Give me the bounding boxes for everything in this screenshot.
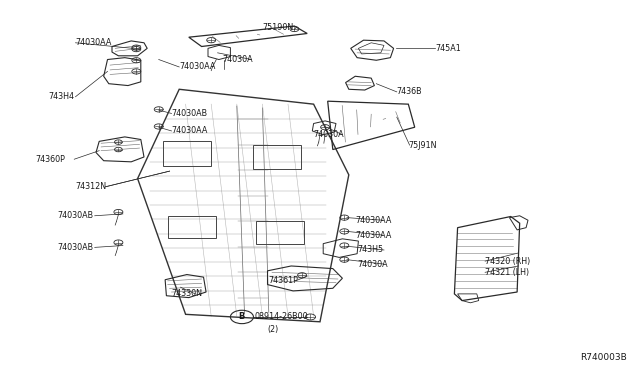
Text: 74030AA: 74030AA (179, 62, 216, 71)
Text: 7436B: 7436B (397, 87, 422, 96)
Text: 74320 (RH): 74320 (RH) (485, 257, 531, 266)
Text: 74030AA: 74030AA (355, 231, 392, 240)
Text: 74030A: 74030A (314, 130, 344, 139)
Text: R740003B: R740003B (580, 353, 627, 362)
Text: 74030AB: 74030AB (58, 211, 93, 220)
Text: 74030AA: 74030AA (172, 126, 208, 135)
Text: (2): (2) (268, 325, 279, 334)
Bar (163, 141, 211, 166)
Text: 74360P: 74360P (35, 155, 65, 164)
Text: 743H5: 743H5 (357, 246, 383, 254)
Text: 745A1: 745A1 (435, 44, 461, 53)
Text: 74312N: 74312N (76, 182, 107, 191)
Text: 74330N: 74330N (172, 289, 202, 298)
Bar (253, 145, 301, 169)
Bar (168, 216, 216, 238)
Text: 74030AA: 74030AA (76, 38, 112, 47)
Text: 74321 (LH): 74321 (LH) (485, 268, 529, 277)
Text: 74030AB: 74030AB (58, 243, 93, 252)
Text: 743H4: 743H4 (48, 92, 74, 101)
Text: 74030AA: 74030AA (355, 216, 392, 225)
Text: 74030AB: 74030AB (172, 109, 207, 118)
Text: 74030A: 74030A (223, 55, 253, 64)
Text: 75J91N: 75J91N (408, 141, 437, 150)
Bar (256, 221, 304, 244)
Text: 08914-26B00: 08914-26B00 (255, 312, 308, 321)
Text: 74030A: 74030A (357, 260, 388, 269)
Text: 74361P: 74361P (269, 276, 299, 285)
Text: B: B (239, 312, 245, 321)
Text: 75190N: 75190N (262, 23, 294, 32)
